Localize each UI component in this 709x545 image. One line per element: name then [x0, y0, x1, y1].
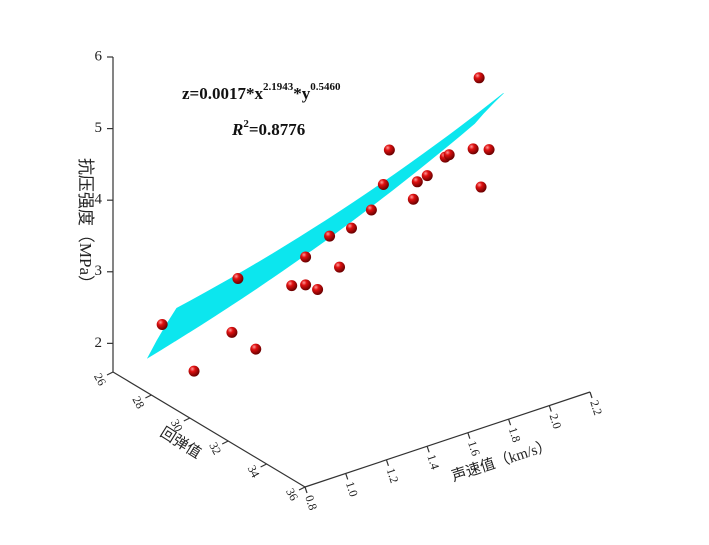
y-axis	[304, 391, 591, 488]
data-point	[232, 272, 244, 284]
z-tick-label: 4	[95, 192, 103, 208]
y-tick-label: 2.2	[587, 398, 605, 417]
data-point	[407, 193, 419, 205]
y-tick	[345, 473, 349, 480]
z-tick-label: 5	[95, 120, 103, 136]
data-point	[286, 280, 298, 292]
x-axis	[112, 371, 306, 488]
data-point	[421, 170, 433, 182]
data-point	[226, 326, 238, 338]
x-tick	[145, 394, 152, 399]
data-point	[250, 343, 262, 355]
r-symbol: R	[231, 120, 243, 139]
x-tick-label: 30	[168, 417, 186, 434]
z-tick-label: 3	[95, 263, 103, 279]
y-tick-label: 1.0	[343, 480, 361, 499]
fit-surface	[146, 92, 504, 359]
equation-part: *y	[293, 84, 311, 103]
x-tick	[183, 417, 191, 422]
x-tick	[260, 463, 267, 468]
y-tick	[467, 432, 471, 439]
x-tick-label: 36	[283, 486, 301, 503]
data-point	[156, 318, 168, 330]
z-tick-label: 2	[95, 335, 103, 351]
y-tick	[589, 391, 593, 399]
y-axis-title: 声速值（km/s）	[449, 436, 554, 485]
data-point	[188, 365, 200, 377]
data-point	[443, 149, 455, 161]
z-tick-label: 6	[95, 48, 103, 64]
r-value: =0.8776	[249, 120, 305, 139]
x-tick	[221, 440, 229, 445]
equation-exponent: 2.1943	[263, 81, 294, 93]
y-tick	[426, 446, 430, 453]
x-tick-label: 28	[130, 394, 148, 411]
r-squared: R2=0.8776	[231, 118, 305, 139]
equation-part: z=0.0017*x	[182, 84, 263, 103]
data-point	[300, 251, 312, 263]
data-point	[467, 143, 479, 155]
data-point	[383, 144, 395, 156]
y-tick	[304, 486, 308, 494]
data-point	[483, 144, 495, 156]
z-axis-title: 抗压强度（MPa）	[76, 158, 95, 292]
y-tick-label: 0.8	[302, 493, 320, 512]
data-point	[334, 261, 346, 273]
equation: z=0.0017*x2.1943*y0.5460	[182, 81, 341, 103]
equation-exponent: 0.5460	[310, 81, 341, 93]
data-point	[312, 283, 324, 295]
x-tick-label: 26	[91, 371, 109, 388]
y-tick	[548, 405, 552, 412]
x-tick-label: 34	[245, 463, 263, 480]
x-tick	[106, 371, 114, 376]
x-tick-label: 32	[206, 440, 224, 457]
data-point	[377, 179, 389, 191]
data-point	[411, 176, 423, 188]
y-tick-label: 1.4	[424, 453, 442, 472]
r-exponent: 2	[243, 118, 249, 130]
data-point	[365, 204, 377, 216]
data-point	[473, 72, 485, 84]
y-tick-label: 1.6	[465, 439, 483, 458]
y-tick-label: 1.2	[384, 466, 402, 485]
y-tick-label: 2.0	[546, 412, 564, 431]
data-point	[300, 279, 312, 291]
data-point	[475, 181, 487, 193]
y-tick	[508, 418, 512, 426]
y-tick-label: 1.8	[506, 425, 524, 444]
data-point	[346, 222, 357, 234]
data-point	[324, 230, 336, 242]
x-tick	[298, 486, 306, 491]
y-tick	[385, 459, 389, 467]
